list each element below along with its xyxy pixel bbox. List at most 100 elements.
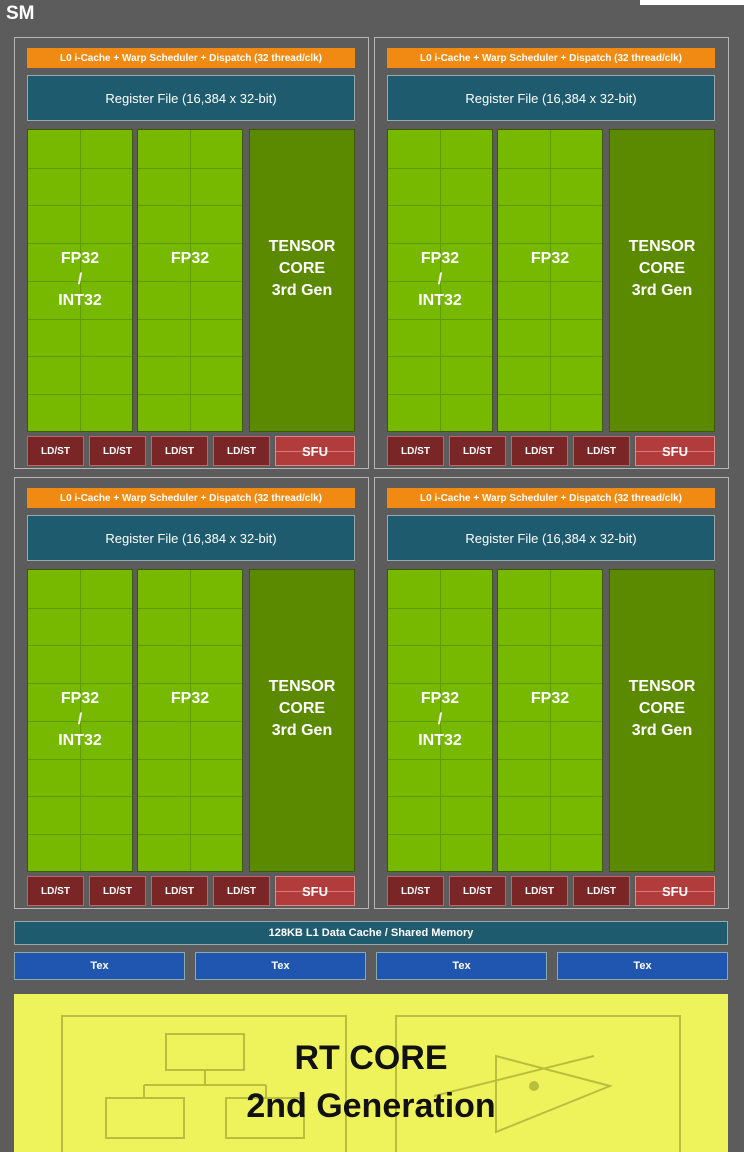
fp-grid-line [28, 608, 132, 609]
bvh-child-node [105, 1097, 185, 1139]
fp-grid-line [28, 168, 132, 169]
ldst-unit: LD/ST [387, 436, 444, 466]
tensor-core-label-line: 3rd Gen [631, 722, 693, 739]
processing-block: L0 i-Cache + Warp Scheduler + Dispatch (… [14, 37, 369, 469]
ldst-unit: LD/ST [213, 436, 270, 466]
fp-grid-line [190, 130, 191, 431]
fp-grid-line [28, 319, 132, 320]
ldst-unit: LD/ST [151, 876, 208, 906]
fp-grid-line [138, 796, 242, 797]
fp-grid-line [138, 356, 242, 357]
fp-grid-line [388, 281, 492, 282]
fp32-unit-label: FP32 [138, 688, 242, 709]
fp32-int32-unit-label-line: / [77, 271, 83, 288]
fp-grid-line [28, 796, 132, 797]
fp32-int32-unit-label-line: FP32 [420, 250, 460, 267]
sfu-unit: SFU [635, 876, 715, 906]
fp-grid-line [138, 645, 242, 646]
register-file: Register File (16,384 x 32-bit) [387, 515, 715, 561]
tensor-core: TENSOR CORE 3rd Gen [609, 129, 715, 432]
fp32-unit-label-line: FP32 [530, 250, 570, 267]
fp-grid-line [388, 243, 492, 244]
fp-grid-line [388, 683, 492, 684]
tensor-core-label-line: CORE [278, 700, 326, 717]
tensor-core-label: TENSOR CORE 3rd Gen [250, 236, 354, 302]
fp-grid-line [388, 721, 492, 722]
fp32-int32-unit-label-line: INT32 [418, 732, 462, 749]
fp-grid-line [138, 281, 242, 282]
fp-grid-line [498, 356, 602, 357]
fp-grid-line [138, 319, 242, 320]
tensor-core-label-line: TENSOR [268, 238, 336, 255]
tensor-core-label-line: TENSOR [268, 678, 336, 695]
fp-grid-line [498, 243, 602, 244]
triangle-shape [495, 1054, 614, 1134]
fp-grid-line [138, 243, 242, 244]
fp32-int32-unit-label-line: / [77, 711, 83, 728]
tensor-core: TENSOR CORE 3rd Gen [249, 129, 355, 432]
fp32-int32-unit-label: FP32 / INT32 [388, 248, 492, 311]
fp-grid-line [138, 205, 242, 206]
fp-grid-line [498, 168, 602, 169]
fp-grid-line [388, 759, 492, 760]
sfu-unit: SFU [635, 436, 715, 466]
fp-grid-line [138, 759, 242, 760]
fp32-int32-unit-label-line: FP32 [60, 250, 100, 267]
fp32-unit-label: FP32 [498, 248, 602, 269]
fp-grid-line [498, 645, 602, 646]
ldst-unit: LD/ST [89, 436, 146, 466]
tensor-core-label-line: 3rd Gen [631, 282, 693, 299]
fp-grid-line [138, 168, 242, 169]
sfu-divider [636, 891, 714, 892]
sfu-unit: SFU [275, 876, 355, 906]
triangle-frame [395, 1015, 681, 1152]
fp32-unit: FP32 [137, 129, 243, 432]
rt-core-line2: 2nd Generation [246, 1087, 496, 1125]
processing-block: L0 i-Cache + Warp Scheduler + Dispatch (… [374, 37, 729, 469]
fp32-int32-unit: FP32 / INT32 [27, 129, 133, 432]
fp-grid-line [498, 281, 602, 282]
fp-grid-line [28, 394, 132, 395]
rt-core: RT CORE 2nd Generation [14, 994, 728, 1152]
fp32-int32-unit-label-line: FP32 [60, 690, 100, 707]
register-file: Register File (16,384 x 32-bit) [27, 515, 355, 561]
fp-grid-line [388, 168, 492, 169]
fp-grid-line [138, 394, 242, 395]
intersection-point [529, 1081, 539, 1091]
tex-unit: Tex [14, 952, 185, 980]
sfu-label: SFU [662, 883, 688, 899]
sm-title: SM [6, 3, 35, 24]
fp-grid-line [440, 570, 441, 871]
fp-grid-line [388, 608, 492, 609]
fp32-unit-label: FP32 [138, 248, 242, 269]
fp-grid-line [28, 281, 132, 282]
tensor-core-label-line: CORE [638, 260, 686, 277]
sfu-label: SFU [302, 443, 328, 459]
fp-grid-line [388, 319, 492, 320]
tex-unit: Tex [557, 952, 728, 980]
fp-grid-line [498, 834, 602, 835]
fp32-int32-unit-label-line: INT32 [58, 292, 102, 309]
ldst-unit: LD/ST [27, 436, 84, 466]
fp32-unit-label-line: FP32 [170, 690, 210, 707]
fp-grid-line [498, 319, 602, 320]
fp32-unit: FP32 [497, 569, 603, 872]
fp32-int32-unit-label: FP32 / INT32 [388, 688, 492, 751]
fp-grid-line [28, 205, 132, 206]
fp-grid-line [28, 683, 132, 684]
fp-grid-line [388, 394, 492, 395]
ldst-unit: LD/ST [511, 876, 568, 906]
fp32-unit-label-line: FP32 [170, 250, 210, 267]
fp-grid-line [440, 130, 441, 431]
bvh-child-node [225, 1097, 305, 1139]
sfu-unit: SFU [275, 436, 355, 466]
tensor-core-label: TENSOR CORE 3rd Gen [250, 676, 354, 742]
fp-grid-line [388, 796, 492, 797]
fp-grid-line [190, 570, 191, 871]
fp-grid-line [138, 721, 242, 722]
fp-grid-line [388, 356, 492, 357]
fp-grid-line [498, 394, 602, 395]
ldst-unit: LD/ST [573, 436, 630, 466]
fp-grid-line [388, 205, 492, 206]
sfu-divider [276, 891, 354, 892]
